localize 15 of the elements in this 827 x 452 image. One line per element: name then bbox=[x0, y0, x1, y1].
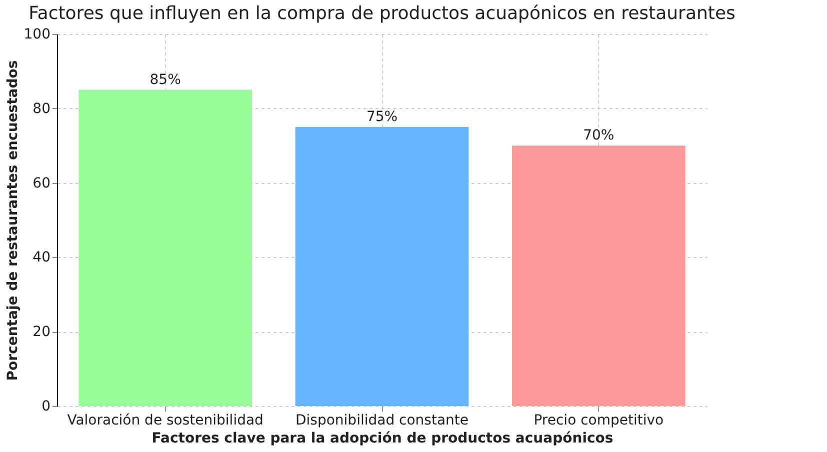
x-tick-label: Precio competitivo bbox=[534, 412, 664, 428]
data-label: 75% bbox=[366, 109, 398, 125]
y-tick-label: 60 bbox=[32, 175, 50, 192]
x-tick-label: Disponibilidad constante bbox=[295, 412, 469, 428]
x-tick-label: Valoración de sostenibilidad bbox=[67, 412, 264, 428]
y-tick-label: 40 bbox=[32, 250, 50, 266]
y-tick-label: 0 bbox=[42, 398, 50, 414]
chart-title: Factores que influyen en la compra de productos acuapónicos en restaurantes bbox=[28, 3, 736, 24]
y-axis-title: Porcentaje de restaurantes encuestados bbox=[4, 60, 21, 381]
data-label: 85% bbox=[150, 72, 181, 88]
data-label: 70% bbox=[583, 128, 614, 144]
y-tick-label: 80 bbox=[32, 100, 50, 117]
y-tick-label: 100 bbox=[24, 26, 50, 42]
x-axis-title: Factores clave para la adopción de productos acuapónicos bbox=[152, 430, 614, 446]
y-tick-label: 20 bbox=[32, 324, 50, 340]
